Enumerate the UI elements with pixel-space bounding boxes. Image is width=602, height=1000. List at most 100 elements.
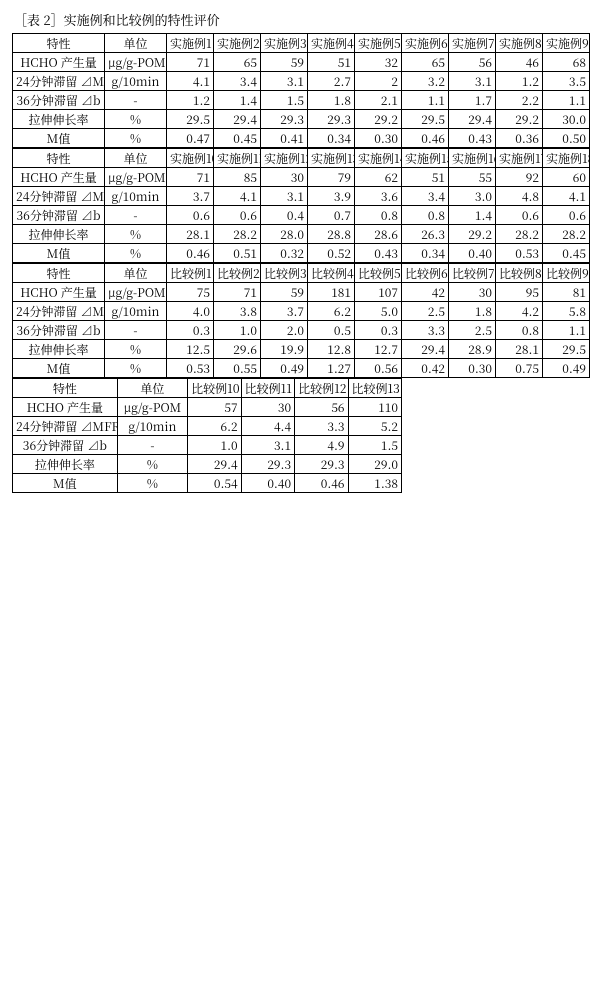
cell: 29.2 xyxy=(496,110,543,129)
cell: 0.40 xyxy=(241,474,294,493)
cell: 0.41 xyxy=(261,129,308,148)
row-label: HCHO 产生量 xyxy=(13,53,105,72)
cell: 2.5 xyxy=(402,302,449,321)
cell: 30 xyxy=(449,283,496,302)
col-header: 实施例11 xyxy=(214,149,261,168)
cell: 4.1 xyxy=(543,187,590,206)
cell: 0.46 xyxy=(167,244,214,263)
cell: 28.1 xyxy=(167,225,214,244)
table-block-4: 特性 单位 比较例10 比较例11 比较例12 比较例13 HCHO 产生量 µ… xyxy=(12,378,402,493)
cell: 59 xyxy=(261,53,308,72)
col-header: 实施例10 xyxy=(167,149,214,168)
table-row: M值 % 0.540.400.461.38 xyxy=(13,474,402,493)
cell: 3.9 xyxy=(308,187,355,206)
cell: 12.7 xyxy=(355,340,402,359)
cell: 4.0 xyxy=(167,302,214,321)
cell: 0.52 xyxy=(308,244,355,263)
cell: 1.2 xyxy=(496,72,543,91)
cell: 29.0 xyxy=(348,455,401,474)
row-unit: g/10min xyxy=(105,187,167,206)
cell: 0.6 xyxy=(214,206,261,225)
cell: 60 xyxy=(543,168,590,187)
cell: 3.2 xyxy=(402,72,449,91)
cell: 28.2 xyxy=(543,225,590,244)
row-unit: - xyxy=(105,321,167,340)
col-header: 比较例10 xyxy=(188,379,241,398)
row-unit: g/10min xyxy=(105,72,167,91)
row-label: 36分钟滞留 ⊿b xyxy=(13,436,118,455)
cell: 65 xyxy=(402,53,449,72)
cell: 0.8 xyxy=(402,206,449,225)
col-header: 实施例2 xyxy=(214,34,261,53)
cell: 3.1 xyxy=(261,187,308,206)
cell: 0.54 xyxy=(188,474,241,493)
col-header: 比较例1 xyxy=(167,264,214,283)
cell: 110 xyxy=(348,398,401,417)
prop-header: 特性 xyxy=(13,379,118,398)
cell: 0.6 xyxy=(496,206,543,225)
cell: 4.1 xyxy=(214,187,261,206)
table-row: 24分钟滞留 ⊿MFR g/10min 4.03.83.76.25.02.51.… xyxy=(13,302,590,321)
cell: 0.3 xyxy=(167,321,214,340)
table-row: 36分钟滞留 ⊿b - 1.21.41.51.82.11.11.72.21.1 xyxy=(13,91,590,110)
cell: 2.1 xyxy=(355,91,402,110)
cell: 3.4 xyxy=(402,187,449,206)
cell: 5.2 xyxy=(348,417,401,436)
table-row: HCHO 产生量 µg/g-POM 716559513265564668 xyxy=(13,53,590,72)
col-header: 比较例4 xyxy=(308,264,355,283)
cell: 0.34 xyxy=(402,244,449,263)
cell: 0.51 xyxy=(214,244,261,263)
row-label: HCHO 产生量 xyxy=(13,283,105,302)
cell: 3.6 xyxy=(355,187,402,206)
row-label: 拉伸伸长率 xyxy=(13,225,105,244)
cell: 6.2 xyxy=(308,302,355,321)
cell: 3.1 xyxy=(241,436,294,455)
cell: 29.2 xyxy=(449,225,496,244)
cell: 1.1 xyxy=(402,91,449,110)
cell: 30.0 xyxy=(543,110,590,129)
row-unit: % xyxy=(117,455,188,474)
col-header: 实施例12 xyxy=(261,149,308,168)
row-label: 24分钟滞留 ⊿MFR xyxy=(13,187,105,206)
cell: 28.2 xyxy=(496,225,543,244)
cell: 1.5 xyxy=(261,91,308,110)
table-row: 36分钟滞留 ⊿b - 1.03.14.91.5 xyxy=(13,436,402,455)
cell: 51 xyxy=(308,53,355,72)
row-label: 24分钟滞留 ⊿MFR xyxy=(13,72,105,91)
cell: 0.50 xyxy=(543,129,590,148)
row-unit: % xyxy=(105,129,167,148)
cell: 29.4 xyxy=(449,110,496,129)
row-label: HCHO 产生量 xyxy=(13,398,118,417)
row-label: M值 xyxy=(13,474,118,493)
cell: 0.40 xyxy=(449,244,496,263)
col-header: 比较例2 xyxy=(214,264,261,283)
unit-header: 单位 xyxy=(117,379,188,398)
cell: 26.3 xyxy=(402,225,449,244)
row-unit: - xyxy=(105,91,167,110)
cell: 4.2 xyxy=(496,302,543,321)
cell: 0.8 xyxy=(496,321,543,340)
table-block-1: 特性 单位 实施例1 实施例2 实施例3 实施例4 实施例5 实施例6 实施例7… xyxy=(12,33,590,148)
cell: 1.1 xyxy=(543,321,590,340)
cell: 3.0 xyxy=(449,187,496,206)
prop-header: 特性 xyxy=(13,34,105,53)
cell: 0.75 xyxy=(496,359,543,378)
table-caption: ［表 2］实施例和比较例的特性评价 xyxy=(14,10,590,29)
cell: 1.0 xyxy=(188,436,241,455)
cell: 0.36 xyxy=(496,129,543,148)
col-header: 实施例16 xyxy=(449,149,496,168)
cell: 32 xyxy=(355,53,402,72)
cell: 19.9 xyxy=(261,340,308,359)
row-unit: % xyxy=(105,244,167,263)
cell: 0.6 xyxy=(167,206,214,225)
cell: 0.43 xyxy=(449,129,496,148)
table-row: 拉伸伸长率 % 28.128.228.028.828.626.329.228.2… xyxy=(13,225,590,244)
table-block-2: 特性 单位 实施例10 实施例11 实施例12 实施例13 实施例14 实施例1… xyxy=(12,148,590,263)
col-header: 实施例6 xyxy=(402,34,449,53)
col-header: 实施例9 xyxy=(543,34,590,53)
cell: 1.0 xyxy=(214,321,261,340)
col-header: 比较例6 xyxy=(402,264,449,283)
cell: 51 xyxy=(402,168,449,187)
row-unit: % xyxy=(105,110,167,129)
cell: 65 xyxy=(214,53,261,72)
